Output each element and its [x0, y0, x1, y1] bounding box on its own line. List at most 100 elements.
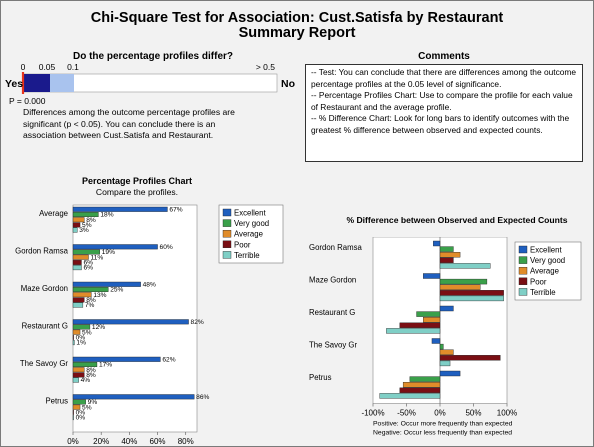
- legend-label: Poor: [530, 277, 547, 286]
- profiles-chart: 0% 20% 40% 60% 80%Average 67%18%8%5%3%Gordon …: [15, 204, 284, 446]
- gauge-borderline-zone: [50, 74, 74, 92]
- footnote-positive: Positive: Occur more frequently than exp…: [373, 421, 513, 428]
- data-label: 17%: [99, 362, 112, 369]
- data-label: 62%: [162, 356, 175, 363]
- data-label: 5%: [82, 404, 92, 411]
- bar: [399, 387, 441, 394]
- x-tick-label: 0%: [434, 409, 446, 418]
- plot-area: [72, 204, 198, 433]
- gauge-significant-zone: [23, 74, 50, 92]
- category-label: Average: [39, 209, 68, 218]
- data-label: 86%: [196, 394, 209, 401]
- bar: [72, 217, 85, 223]
- bar: [72, 249, 100, 255]
- bar: [72, 281, 141, 287]
- legend-swatch: [222, 240, 232, 248]
- category-label: Gordon Ramsa: [309, 243, 363, 252]
- bar: [72, 340, 75, 346]
- bar: [72, 367, 85, 373]
- bar: [72, 259, 82, 265]
- bar: [386, 328, 441, 334]
- category-label: The Savoy Gr: [309, 341, 358, 350]
- bar: [439, 251, 461, 258]
- bar: [72, 297, 85, 303]
- bar: [439, 343, 444, 350]
- legend-label: Very good: [530, 256, 565, 265]
- data-label: 6%: [83, 260, 93, 267]
- pvalue-heading: Do the percentage profiles differ?: [72, 51, 234, 62]
- category-label: Restaurant G: [22, 322, 68, 331]
- bar: [72, 377, 79, 383]
- x-tick-label: 20%: [93, 437, 109, 446]
- bar: [416, 311, 441, 317]
- report-title: Chi-Square Test for Association: Cust.Sa…: [90, 10, 504, 26]
- legend-swatch: [222, 208, 232, 217]
- x-tick-label: -100%: [361, 409, 384, 418]
- x-tick-label: 40%: [121, 437, 137, 446]
- comment-line: -- Test: You can conclude that there are…: [311, 67, 577, 89]
- bar: [423, 316, 441, 323]
- bar: [439, 355, 501, 361]
- data-label: 5%: [82, 329, 92, 336]
- x-tick-label: 60%: [150, 437, 166, 446]
- category-label: Maze Gordon: [21, 284, 68, 293]
- bar: [439, 263, 491, 269]
- bar: [72, 394, 195, 400]
- legend-swatch: [518, 288, 528, 296]
- gauge-tick-label: 0.1: [67, 62, 79, 72]
- bar: [72, 265, 82, 271]
- data-label: 25%: [110, 287, 123, 294]
- x-tick-label: 50%: [465, 409, 481, 418]
- difference-chart-title: % Difference between Observed and Expect…: [346, 215, 568, 225]
- gauge-tick-label: 0.05: [39, 62, 56, 72]
- legend-label: Very good: [234, 219, 269, 228]
- legend-label: Excellent: [234, 209, 266, 218]
- legend-label: Average: [530, 267, 559, 276]
- gauge-yes-label: Yes: [5, 78, 23, 90]
- data-label: 8%: [86, 367, 96, 374]
- category-label: Gordon Ramsa: [15, 247, 69, 256]
- data-label: 82%: [191, 319, 204, 326]
- comments-heading: Comments: [418, 51, 470, 62]
- data-label: 1%: [76, 340, 86, 347]
- legend-swatch: [222, 251, 232, 259]
- x-tick-label: 80%: [178, 437, 194, 446]
- legend-swatch: [518, 277, 528, 285]
- comment-line: -- Percentage Profiles Chart: Use to com…: [311, 90, 573, 112]
- data-label: 60%: [160, 244, 173, 251]
- legend-label: Average: [234, 230, 263, 239]
- data-label: 8%: [86, 297, 96, 304]
- data-label: 67%: [169, 206, 182, 213]
- data-label: 4%: [81, 377, 91, 384]
- pvalue-gauge: 0 0.05 0.1 > 0.5 Yes No P = 0.000: [5, 62, 295, 106]
- data-label: 0%: [76, 335, 86, 342]
- bar: [409, 376, 441, 382]
- gauge-tick-label: 0: [21, 62, 26, 72]
- bar: [433, 240, 441, 247]
- x-tick-label: 0%: [67, 437, 79, 446]
- bar: [439, 349, 454, 355]
- comments-box: -- Test: You can conclude that there are…: [305, 64, 583, 162]
- data-label: 8%: [86, 217, 96, 224]
- bar: [439, 257, 454, 263]
- profiles-chart-subtitle: Compare the profiles.: [95, 187, 179, 197]
- footnote-negative: Negative: Occur less frequently than exp…: [373, 430, 512, 437]
- bar: [72, 211, 99, 217]
- data-label: 6%: [83, 265, 93, 272]
- bar: [72, 399, 86, 405]
- category-label: Restaurant G: [309, 308, 355, 317]
- bar: [72, 361, 98, 367]
- bar: [72, 404, 81, 410]
- x-tick-label: 100%: [497, 409, 517, 418]
- legend-swatch: [518, 267, 528, 275]
- bar: [379, 393, 441, 399]
- bar: [72, 356, 161, 362]
- data-label: 0%: [76, 410, 86, 417]
- bar: [72, 372, 85, 378]
- p-value-text: P = 0.000: [9, 96, 46, 106]
- data-label: 18%: [100, 212, 113, 219]
- legend-swatch: [518, 245, 528, 254]
- bar: [72, 292, 92, 298]
- legend-label: Excellent: [530, 246, 562, 255]
